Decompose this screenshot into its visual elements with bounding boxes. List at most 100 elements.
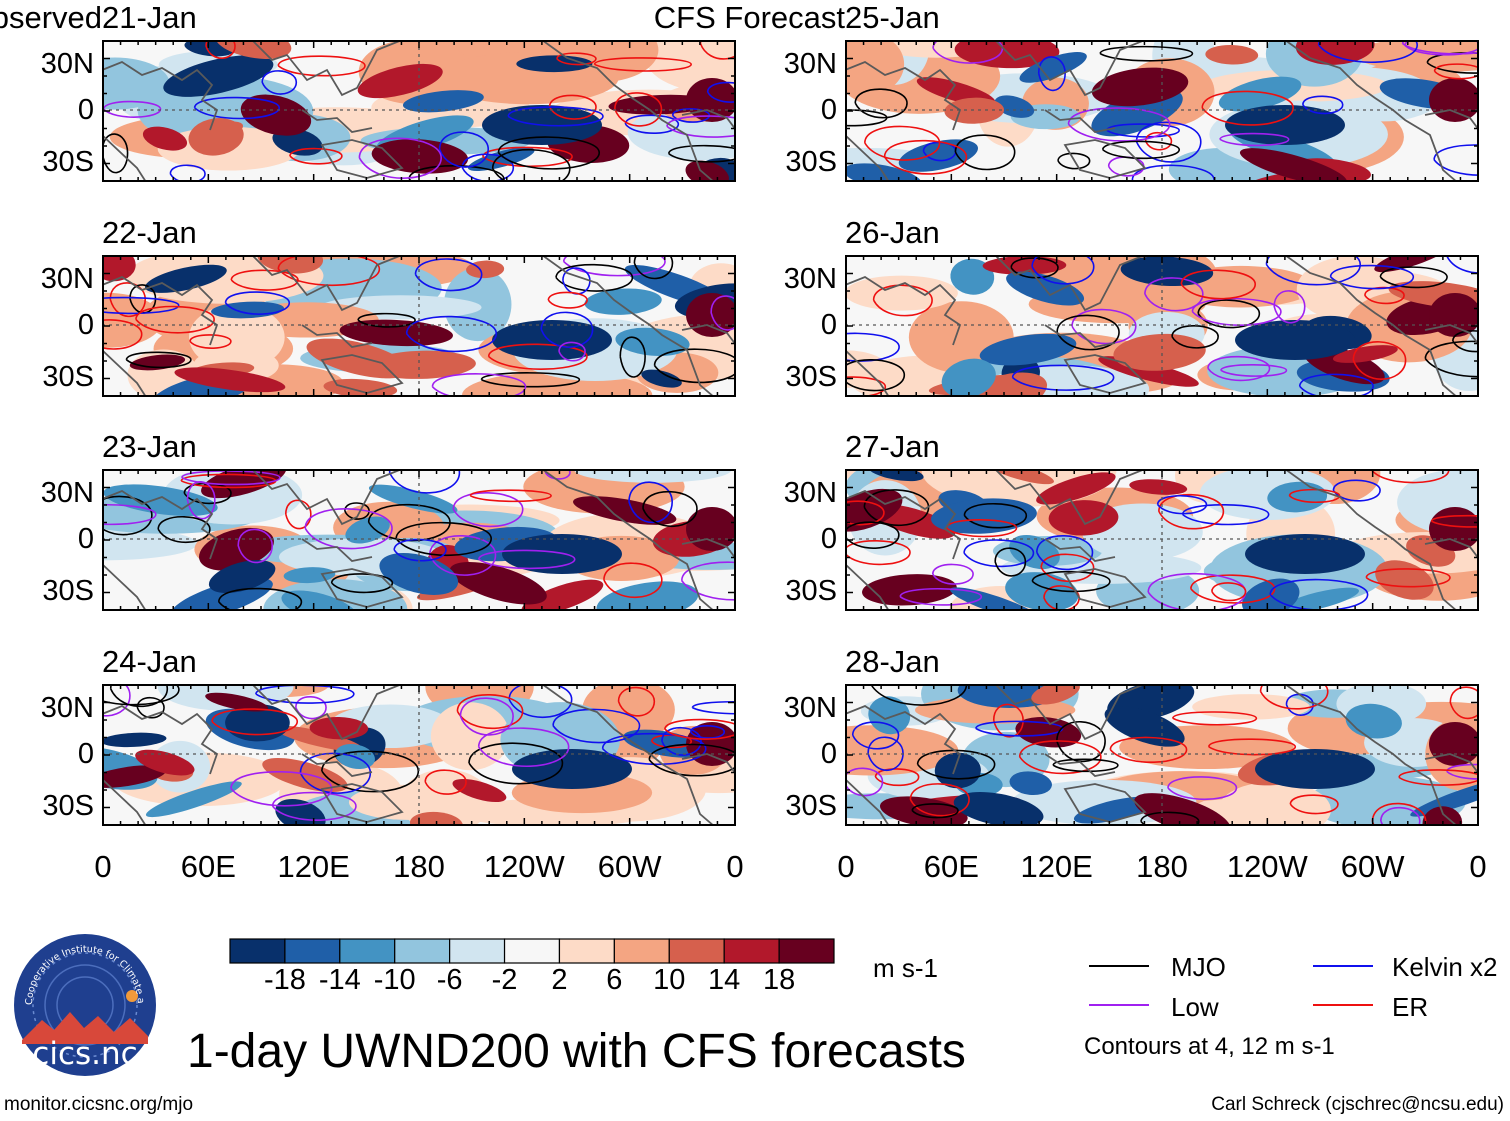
- anomaly-core: [1218, 76, 1302, 112]
- coastline: [320, 354, 404, 394]
- anomaly-core: [1019, 51, 1087, 83]
- er-contour: [1259, 684, 1329, 710]
- mjo-contour: [653, 348, 736, 384]
- kelvin-contour: [1011, 364, 1115, 391]
- mjo-contour: [642, 490, 698, 528]
- uwnd-field: [102, 255, 736, 397]
- coastline: [102, 563, 147, 611]
- uwnd-field: [845, 469, 1479, 611]
- kelvin-contour: [405, 315, 498, 353]
- kelvin-contour: [1446, 255, 1479, 274]
- latitude-tick-label: 30N: [783, 477, 837, 509]
- mjo-contour: [667, 144, 736, 163]
- er-contour: [135, 305, 215, 334]
- er-contour: [1040, 553, 1095, 583]
- coastline: [251, 40, 403, 97]
- er-contour: [548, 94, 597, 120]
- anomaly-core: [1239, 148, 1347, 182]
- anomaly-core: [1005, 572, 1079, 611]
- legend-label: Kelvin x2: [1392, 952, 1498, 982]
- coastline: [301, 324, 373, 348]
- anomaly-core: [641, 369, 682, 388]
- coastline: [102, 134, 147, 182]
- low-contour: [562, 255, 666, 277]
- coastline: [994, 684, 1146, 741]
- coastline: [102, 60, 219, 131]
- low-contour: [1067, 107, 1171, 142]
- low-contour: [431, 373, 527, 397]
- coastline: [1284, 255, 1458, 397]
- low-contour: [478, 549, 576, 570]
- low-contour: [102, 684, 131, 717]
- panel-date: 28-Jan: [845, 644, 940, 679]
- kelvin-contour: [1317, 40, 1419, 63]
- er-contour: [1449, 686, 1479, 720]
- anomaly-core: [686, 507, 736, 551]
- longitude-tick-label: 0: [1469, 849, 1487, 884]
- coastline: [845, 349, 890, 397]
- er-contour: [277, 55, 366, 77]
- er-contour: [909, 783, 970, 817]
- kelvin-contour: [193, 96, 281, 120]
- low-contour: [237, 528, 274, 564]
- kelvin-contour: [414, 258, 483, 292]
- anomaly-core: [1120, 256, 1214, 287]
- er-contour: [614, 92, 663, 127]
- anomaly-core: [262, 757, 348, 793]
- low-contour: [710, 295, 736, 331]
- er-contour: [482, 146, 573, 168]
- coastline: [845, 134, 890, 182]
- mjo-contour: [994, 547, 1027, 577]
- anomaly-core: [1113, 333, 1206, 371]
- colorbar-box: [503, 938, 561, 964]
- anomaly-core: [1255, 749, 1375, 789]
- low-contour: [459, 697, 514, 736]
- coastline: [1424, 109, 1479, 131]
- er-contour: [556, 52, 597, 66]
- anomaly-core: [1235, 320, 1355, 360]
- panel-date: 27-Jan: [845, 429, 940, 464]
- longitude-tick-label: 120E: [1020, 849, 1093, 884]
- kelvin-contour: [1156, 495, 1208, 515]
- anomaly-core: [862, 574, 957, 606]
- longitude-tick-label: 120W: [483, 849, 565, 884]
- coastline: [102, 704, 219, 775]
- anomaly-core: [357, 63, 443, 99]
- kelvin-contour: [461, 153, 515, 182]
- legend-label: ER: [1392, 992, 1429, 1022]
- er-contour: [1211, 582, 1247, 602]
- colorbar-units: m s-1: [873, 953, 938, 983]
- er-contour: [1201, 90, 1294, 126]
- colorbar-tick-label: -2: [491, 964, 518, 996]
- coastline: [102, 778, 147, 826]
- coastline: [1284, 684, 1458, 826]
- low-contour: [230, 770, 333, 807]
- low-contour: [666, 115, 736, 138]
- er-contour: [102, 319, 143, 350]
- er-contour: [1158, 493, 1225, 530]
- anomaly-core: [283, 567, 336, 584]
- colorbar-box: [284, 938, 341, 964]
- longitude-tick-label: 120W: [1226, 849, 1308, 884]
- coastline: [681, 109, 736, 131]
- mjo-contour: [854, 88, 908, 119]
- footer-url[interactable]: monitor.cicsnc.org/mjo: [4, 1094, 194, 1115]
- coastline: [102, 275, 219, 346]
- anomaly-core: [1278, 587, 1359, 611]
- anomaly-core: [1205, 45, 1259, 65]
- low-contour: [1219, 132, 1290, 147]
- coastline: [320, 783, 404, 823]
- er-contour: [487, 343, 588, 370]
- coastline: [1044, 324, 1116, 348]
- kelvin-contour: [1298, 373, 1374, 397]
- kelvin-contour: [1106, 123, 1180, 138]
- er-contour: [1018, 740, 1102, 775]
- low-contour: [558, 341, 586, 362]
- cicsnc-logo: Cooperative Institute for Climate and Sa…: [9, 924, 158, 1083]
- anomaly-core: [953, 792, 1044, 826]
- latitude-tick-label: 30S: [785, 146, 837, 178]
- coastline: [102, 489, 219, 560]
- anomaly-core: [339, 319, 453, 347]
- mjo-contour: [1056, 314, 1120, 351]
- latitude-tick-label: 30N: [40, 692, 94, 724]
